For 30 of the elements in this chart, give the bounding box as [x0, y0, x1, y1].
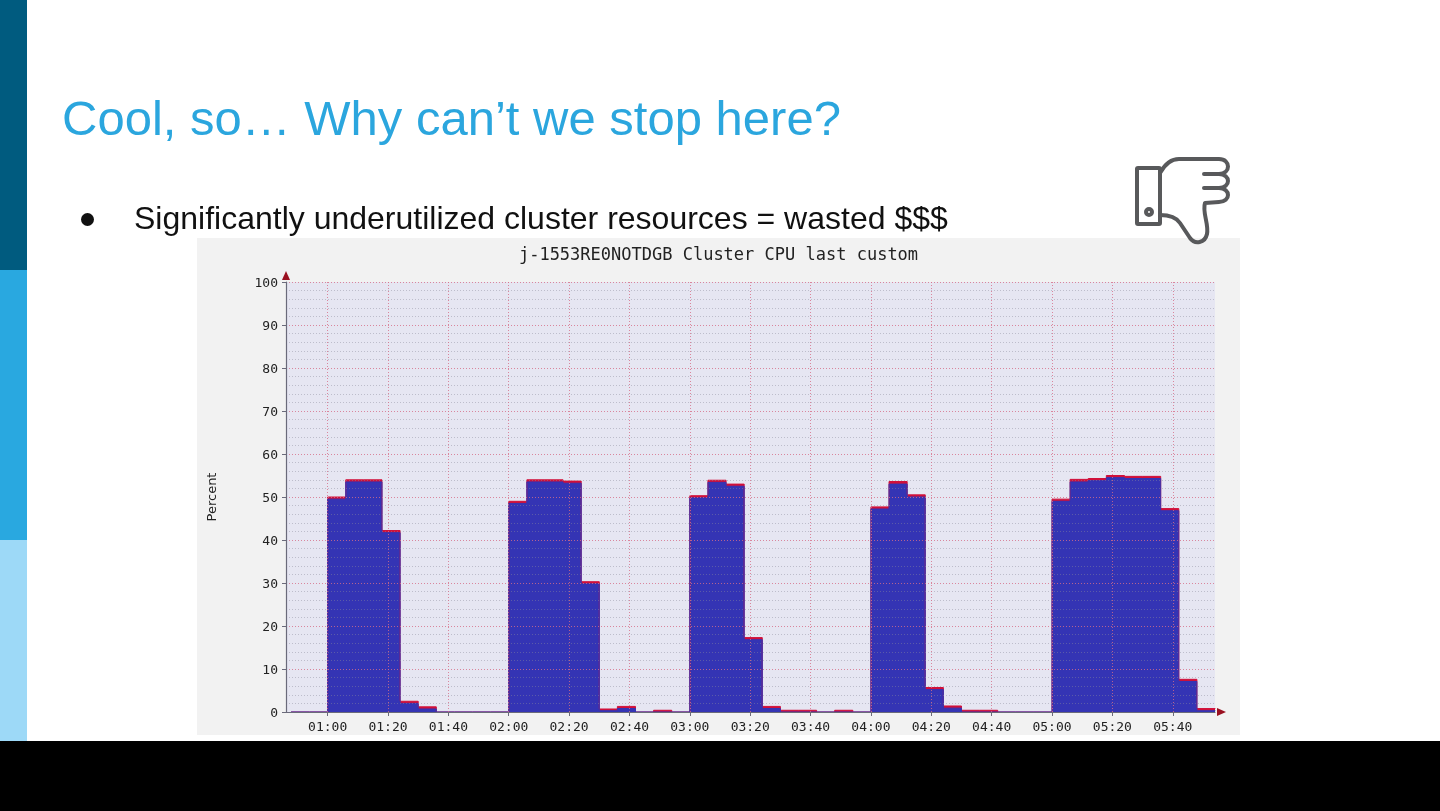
- y-tick-label: 0: [270, 704, 278, 720]
- x-tick-label: 05:00: [1032, 719, 1072, 734]
- y-tick-label: 50: [262, 489, 278, 505]
- y-tick-label: 40: [262, 532, 278, 548]
- x-tick-label: 03:00: [670, 719, 710, 734]
- x-tick-label: 02:20: [549, 719, 589, 734]
- y-tick-label: 60: [262, 446, 278, 462]
- y-tick-label: 80: [262, 360, 278, 376]
- y-tick-label: 30: [262, 575, 278, 591]
- x-tick-label: 01:00: [308, 719, 348, 734]
- y-tick-label: 10: [262, 661, 278, 677]
- chart-subtitle: Significantly underutilized cluster resources = wasted $$$: [134, 199, 948, 237]
- x-tick-label: 04:40: [972, 719, 1012, 734]
- y-tick-label: 20: [262, 618, 278, 634]
- x-tick-label: 04:20: [911, 719, 951, 734]
- x-tick-label: 01:40: [428, 719, 468, 734]
- x-tick-label: 02:40: [609, 719, 650, 734]
- x-tick-label: 05:40: [1153, 719, 1193, 734]
- y-axis-title: Percent: [204, 472, 219, 522]
- y-tick-label: 90: [262, 317, 278, 333]
- chart-title: Cool, so… Why can’t we stop here?: [62, 90, 841, 147]
- x-tick-label: 03:20: [730, 719, 770, 734]
- y-tick-label: 100: [254, 274, 278, 290]
- y-tick-label: 70: [262, 403, 278, 419]
- x-tick-label: 04:00: [851, 719, 891, 734]
- x-tick-label: 05:20: [1092, 719, 1132, 734]
- x-tick-label: 01:20: [368, 719, 408, 734]
- x-tick-label: 03:40: [791, 719, 831, 734]
- x-tick-label: 02:00: [489, 719, 529, 734]
- text: j-1553RE0NOTDGB Cluster CPU last custom: [518, 243, 919, 264]
